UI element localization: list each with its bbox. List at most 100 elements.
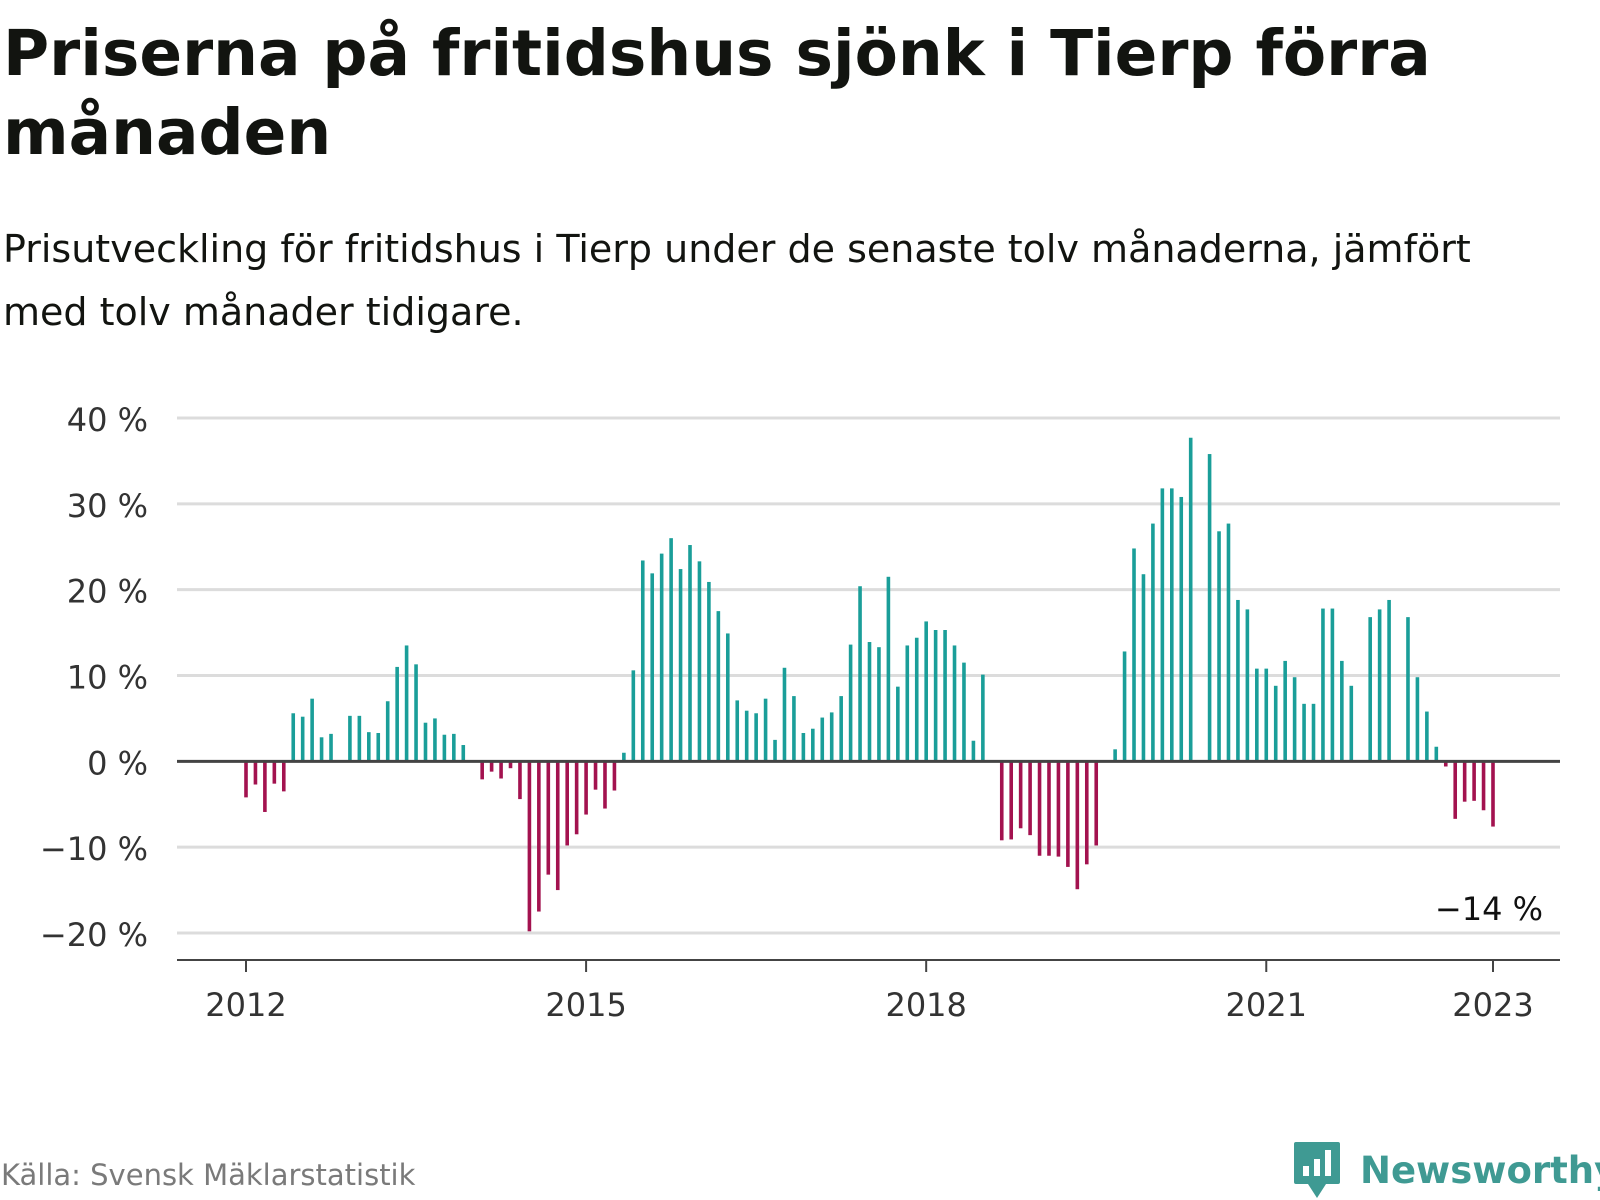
bars [244, 437, 1495, 932]
bar [253, 761, 258, 785]
bar [385, 701, 390, 762]
bar [943, 630, 947, 762]
bar [1141, 574, 1146, 762]
bar [1236, 599, 1240, 762]
bar [395, 666, 399, 762]
bar [499, 761, 503, 779]
bar [244, 761, 248, 798]
bar [433, 718, 437, 762]
bar [1075, 761, 1080, 890]
bar [716, 611, 721, 762]
bar [603, 761, 607, 809]
y-tick-label: 20 % [67, 573, 148, 611]
chart-title: Priserna på fritidshus sjönk i Tierp för… [3, 17, 1431, 169]
bar [1018, 761, 1023, 829]
bar [423, 722, 428, 762]
bar [622, 752, 626, 762]
bar [263, 761, 267, 812]
bar [952, 645, 957, 762]
bar [508, 761, 513, 769]
bar [754, 713, 758, 762]
bar [1122, 651, 1127, 762]
bar [1443, 761, 1448, 767]
bar [1340, 660, 1344, 762]
bar [329, 733, 333, 762]
bar [782, 667, 787, 762]
chart-subtitle: Prisutveckling för fritidshus i Tierp un… [3, 227, 1471, 334]
bar [631, 670, 636, 762]
x-tick-label: 2015 [545, 986, 626, 1020]
bar [829, 712, 834, 762]
bar [933, 630, 938, 762]
bar [697, 561, 702, 762]
bar [725, 633, 730, 762]
newsworthy-logo-icon [1294, 1142, 1340, 1198]
bar [1302, 703, 1306, 762]
bar [839, 696, 843, 762]
bar [744, 710, 749, 762]
bar [1113, 749, 1117, 762]
bar [1047, 761, 1051, 856]
bar [924, 621, 928, 762]
bar [1425, 711, 1429, 762]
y-tick-label: −10 % [40, 830, 148, 868]
bar [319, 737, 324, 762]
bar [792, 696, 796, 762]
bar [905, 645, 910, 762]
bar [773, 739, 777, 762]
bar [310, 698, 314, 762]
bar [896, 686, 900, 762]
x-tick-label: 2012 [205, 986, 286, 1020]
bar [1226, 523, 1231, 762]
bar [962, 662, 966, 762]
bar [1311, 703, 1316, 762]
newsworthy-logo[interactable]: Newsworthy [1292, 1140, 1600, 1200]
y-tick-label: 40 % [67, 401, 148, 439]
bar [1056, 761, 1061, 857]
bar [811, 728, 815, 762]
bar [1481, 761, 1486, 811]
bar [1415, 677, 1420, 762]
bar [971, 740, 976, 762]
bar [1151, 523, 1155, 762]
bar [1160, 488, 1165, 762]
bar [1273, 685, 1278, 762]
bar [914, 637, 919, 762]
bar [1453, 761, 1458, 819]
bar [1387, 599, 1391, 762]
bar [877, 647, 881, 762]
bar [367, 732, 371, 762]
bar [1292, 677, 1297, 762]
bar [574, 761, 579, 835]
bar [1406, 617, 1410, 762]
bar [1349, 685, 1354, 762]
bar [489, 761, 494, 772]
bar [442, 734, 447, 762]
bar [300, 716, 305, 762]
bar [1084, 761, 1089, 865]
bar [1264, 668, 1269, 762]
bar [414, 664, 418, 762]
bar [763, 698, 768, 762]
x-tick-marks: 2012 2015 2018 2021 2023 [205, 960, 1534, 1020]
bar [981, 674, 985, 762]
source-note: Källa: Svensk Mäklarstatistik [1, 1158, 416, 1192]
x-tick-label: 2021 [1226, 986, 1307, 1020]
bar [1472, 761, 1476, 801]
bar [1207, 454, 1212, 762]
bar [1434, 746, 1439, 762]
bar [593, 761, 598, 790]
x-tick-label: 2023 [1452, 986, 1533, 1020]
bar [1179, 496, 1184, 762]
bar [537, 761, 541, 912]
bar [886, 576, 891, 762]
bar [291, 713, 296, 762]
bar [858, 586, 862, 762]
bar [848, 644, 853, 762]
bar [820, 717, 825, 762]
bar [565, 761, 569, 846]
bar [518, 761, 522, 800]
bar [612, 761, 617, 791]
bar [1170, 488, 1174, 762]
bar [527, 761, 532, 932]
